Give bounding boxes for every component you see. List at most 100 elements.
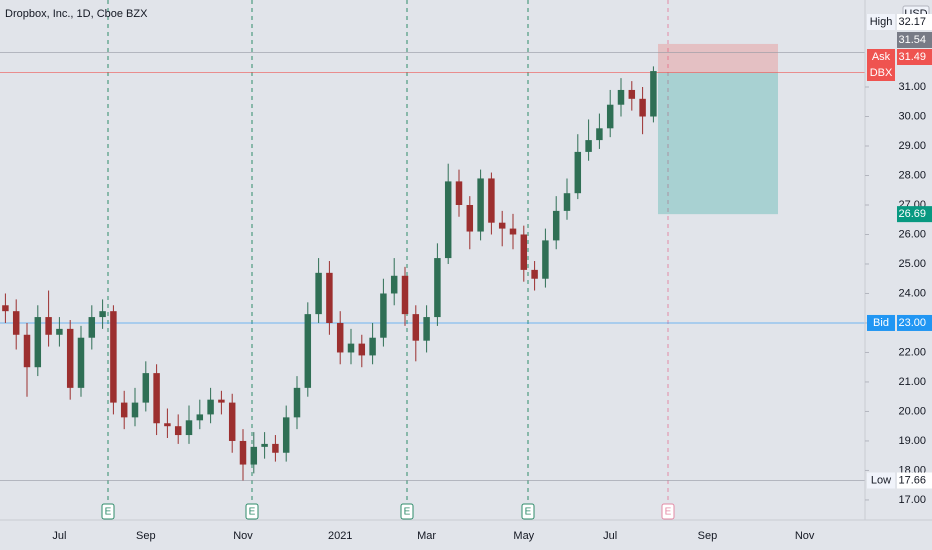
- candle-body: [596, 128, 603, 141]
- x-tick-label: May: [513, 530, 534, 542]
- candle-body: [617, 89, 625, 105]
- y-tick-label: 25.00: [898, 258, 926, 270]
- stop-zone: [658, 43, 778, 73]
- candle-body: [164, 423, 171, 427]
- price-label-value: 17.66: [898, 474, 926, 486]
- candle-body: [585, 140, 592, 152]
- candle-body: [261, 443, 268, 447]
- candle-body: [488, 178, 495, 223]
- x-tick-label: Jul: [52, 530, 66, 542]
- symbol-label: DBX: [870, 67, 893, 79]
- candle-body: [336, 322, 344, 353]
- price-label-name-box: [867, 14, 895, 30]
- earnings-label: E: [105, 507, 112, 518]
- candle-body: [282, 417, 290, 453]
- y-tick-label: 22.00: [898, 346, 926, 358]
- candle-body: [434, 258, 441, 318]
- earnings-label: E: [404, 507, 411, 518]
- candle-body: [153, 373, 160, 424]
- earnings-label: E: [665, 507, 672, 518]
- price-label-name: High: [870, 16, 893, 28]
- candle-body: [401, 275, 409, 315]
- target-zone: [658, 72, 778, 215]
- candle-body: [239, 440, 247, 465]
- candle-body: [466, 204, 474, 232]
- candle-body: [56, 328, 63, 335]
- x-tick-label: Nov: [233, 530, 253, 542]
- y-tick-label: 17.00: [898, 494, 926, 506]
- y-tick-label: 28.00: [898, 169, 926, 181]
- candle-body: [77, 337, 85, 388]
- candle-body: [120, 402, 128, 418]
- candle-body: [520, 234, 528, 270]
- candle-body: [509, 228, 517, 235]
- price-label-name: Low: [871, 474, 891, 486]
- candle-body: [196, 414, 204, 421]
- price-label-box: [897, 49, 932, 65]
- price-label-value: 31.54: [898, 34, 926, 46]
- x-tick-label: Jul: [603, 530, 617, 542]
- candle-body: [45, 317, 52, 335]
- candle-body: [66, 328, 74, 388]
- candle-body: [358, 343, 366, 356]
- candle-body: [174, 426, 182, 436]
- price-label-box: [897, 32, 932, 48]
- y-tick-label: 19.00: [898, 435, 926, 447]
- symbol-box: [867, 65, 895, 81]
- y-tick-label: 29.00: [898, 140, 926, 152]
- candle-body: [639, 98, 646, 117]
- candle-body: [542, 240, 549, 279]
- price-label-name-box: [867, 472, 895, 489]
- candle-body: [412, 314, 420, 341]
- earnings-label: E: [525, 507, 532, 518]
- earnings-badge: [245, 503, 259, 520]
- price-label-name-box: [867, 314, 895, 331]
- candle-body: [498, 222, 506, 229]
- candle-body: [218, 399, 225, 403]
- y-tick-label: 21.00: [898, 376, 926, 388]
- price-label-value: 23.00: [898, 317, 926, 329]
- x-tick-label: Mar: [417, 530, 436, 542]
- candle-body: [315, 272, 322, 315]
- candle-body: [552, 210, 560, 241]
- candle-body: [293, 387, 301, 418]
- candle-body: [142, 373, 150, 403]
- candle-body: [110, 311, 117, 403]
- earnings-badge: [101, 503, 115, 520]
- earnings-badge: [521, 503, 535, 520]
- y-tick-label: 20.00: [898, 405, 926, 417]
- y-tick-label: 30.00: [898, 110, 926, 122]
- candle-body: [131, 402, 139, 418]
- y-tick-label: 24.00: [898, 287, 926, 299]
- earnings-label: E: [249, 507, 256, 518]
- price-label-box: [897, 472, 932, 489]
- candle-body: [207, 399, 214, 415]
- candle-body: [531, 269, 538, 279]
- price-label-name: Bid: [873, 317, 889, 329]
- candle-body: [99, 311, 106, 318]
- candle-body: [574, 151, 582, 194]
- candle-body: [455, 181, 463, 205]
- candle-body: [380, 293, 387, 338]
- candle-body: [250, 446, 258, 465]
- candle-body: [444, 181, 452, 259]
- candle-body: [650, 71, 657, 117]
- earnings-badge: [661, 503, 675, 520]
- x-tick-label: Sep: [136, 530, 156, 542]
- y-tick-label: 31.00: [898, 81, 926, 93]
- candle-body: [23, 334, 31, 368]
- candle-body: [477, 178, 484, 232]
- candle-body: [326, 272, 333, 323]
- target-label: 26.69: [898, 208, 926, 220]
- earnings-badge: [400, 503, 414, 520]
- candle-body: [88, 317, 96, 338]
- candle-body: [369, 337, 376, 356]
- price-label-name: Ask: [872, 51, 891, 63]
- candle-body: [628, 89, 636, 99]
- target-label-box: [897, 206, 932, 223]
- candle-body: [563, 193, 571, 211]
- candle-body: [390, 275, 398, 294]
- price-label-value: 32.17: [898, 16, 926, 28]
